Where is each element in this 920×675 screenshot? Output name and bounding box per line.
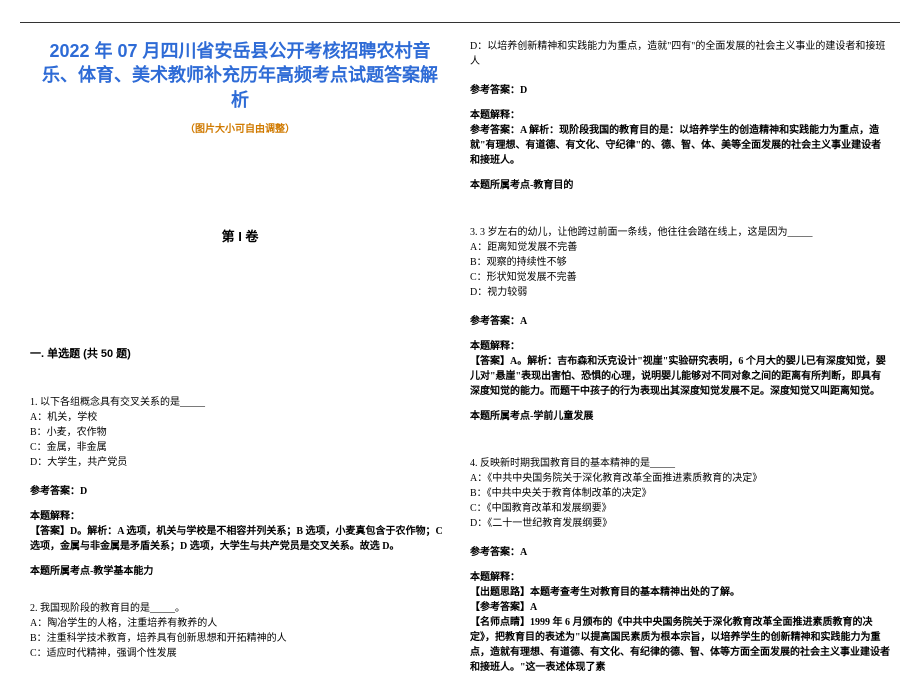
q3-opt-a: A：距离知觉发展不完善: [470, 240, 890, 255]
q4-opt-a: A：《中共中央国务院关于深化教育改革全面推进素质教育的决定》: [470, 471, 890, 486]
q3-answer: 参考答案：A: [470, 314, 890, 329]
q4-opt-d: D：《二十一世纪教育发展纲要》: [470, 516, 890, 531]
q1-answer: 参考答案：D: [30, 484, 450, 499]
q1-exp-h: 本题解释：: [30, 509, 450, 524]
q2-exp-h: 本题解释：: [470, 108, 890, 123]
page: 2022 年 07 月四川省安岳县公开考核招聘农村音乐、体育、美术教师补充历年高…: [0, 29, 920, 675]
top-rule: [20, 22, 900, 23]
q4-exp2: 【参考答案】A: [470, 600, 890, 615]
q1-opt-a: A：机关，学校: [30, 410, 450, 425]
q2-options: A：陶冶学生的人格，注重培养有教养的人 B：注重科学技术教育，培养具有创新思想和…: [30, 616, 450, 661]
q1-stem: 1. 以下各组概念具有交叉关系的是_____: [30, 395, 450, 410]
q3-exp: 【答案】A。解析：吉布森和沃克设计"视崖"实验研究表明，6 个月大的婴儿已有深度…: [470, 354, 890, 399]
q3-opt-d: D：视力较弱: [470, 285, 890, 300]
q1-opt-d: D：大学生，共产党员: [30, 455, 450, 470]
right-column: D：以培养创新精神和实践能力为重点，造就"四有"的全面发展的社会主义事业的建设者…: [460, 39, 900, 675]
q4-stem: 4. 反映新时期我国教育目的基本精神的是_____: [470, 456, 890, 471]
volume-heading: 第 I 卷: [30, 227, 450, 247]
q1-options: A：机关，学校 B：小麦，农作物 C：金属，非金属 D：大学生，共产党员: [30, 410, 450, 470]
q2-stem: 2. 我国现阶段的教育目的是_____。: [30, 601, 450, 616]
q2-opt-b: B：注重科学技术教育，培养具有创新思想和开拓精神的人: [30, 631, 450, 646]
left-column: 2022 年 07 月四川省安岳县公开考核招聘农村音乐、体育、美术教师补充历年高…: [20, 39, 460, 675]
question-3: 3. 3 岁左右的幼儿，让他跨过前面一条线，他往往会踏在线上，这是因为_____…: [470, 225, 890, 424]
q1-topic: 本题所属考点-教学基本能力: [30, 564, 450, 579]
q3-opt-c: C：形状知觉发展不完善: [470, 270, 890, 285]
doc-title: 2022 年 07 月四川省安岳县公开考核招聘农村音乐、体育、美术教师补充历年高…: [30, 39, 450, 112]
q4-exp1: 【出题思路】本题考查考生对教育目的基本精神出处的了解。: [470, 585, 890, 600]
q4-answer: 参考答案：A: [470, 545, 890, 560]
q2-opt-c: C：适应时代精神，强调个性发展: [30, 646, 450, 661]
section-single-choice: 一. 单选题 (共 50 题): [30, 346, 450, 363]
q4-opt-c: C：《中国教育改革和发展纲要》: [470, 501, 890, 516]
q4-opt-b: B：《中共中央关于教育体制改革的决定》: [470, 486, 890, 501]
q3-topic: 本题所属考点-学前儿童发展: [470, 409, 890, 424]
q1-opt-c: C：金属，非金属: [30, 440, 450, 455]
q3-exp-h: 本题解释：: [470, 339, 890, 354]
question-2: 2. 我国现阶段的教育目的是_____。 A：陶冶学生的人格，注重培养有教养的人…: [30, 601, 450, 661]
q4-exp3: 【名师点睛】1999 年 6 月颁布的《中共中央国务院关于深化教育改革全面推进素…: [470, 615, 890, 675]
question-4: 4. 反映新时期我国教育目的基本精神的是_____ A：《中共中央国务院关于深化…: [470, 456, 890, 675]
q3-stem: 3. 3 岁左右的幼儿，让他跨过前面一条线，他往往会踏在线上，这是因为_____: [470, 225, 890, 240]
q1-exp: 【答案】D。解析：A 选项，机关与学校是不相容并列关系；B 选项，小麦真包含于农…: [30, 524, 450, 554]
subnote: （图片大小可自由调整）: [30, 122, 450, 137]
q4-exp-h: 本题解释：: [470, 570, 890, 585]
q1-opt-b: B：小麦，农作物: [30, 425, 450, 440]
q2-answer: 参考答案：D: [470, 83, 890, 98]
q3-options: A：距离知觉发展不完善 B：观察的持续性不够 C：形状知觉发展不完善 D：视力较…: [470, 240, 890, 300]
q2-topic: 本题所属考点-教育目的: [470, 178, 890, 193]
q3-opt-b: B：观察的持续性不够: [470, 255, 890, 270]
q2-opt-d: D：以培养创新精神和实践能力为重点，造就"四有"的全面发展的社会主义事业的建设者…: [470, 39, 890, 69]
q2-exp: 参考答案：A 解析：现阶段我国的教育目的是：以培养学生的创造精神和实践能力为重点…: [470, 123, 890, 168]
q4-options: A：《中共中央国务院关于深化教育改革全面推进素质教育的决定》 B：《中共中央关于…: [470, 471, 890, 531]
q2-opt-a: A：陶冶学生的人格，注重培养有教养的人: [30, 616, 450, 631]
question-1: 1. 以下各组概念具有交叉关系的是_____ A：机关，学校 B：小麦，农作物 …: [30, 395, 450, 579]
